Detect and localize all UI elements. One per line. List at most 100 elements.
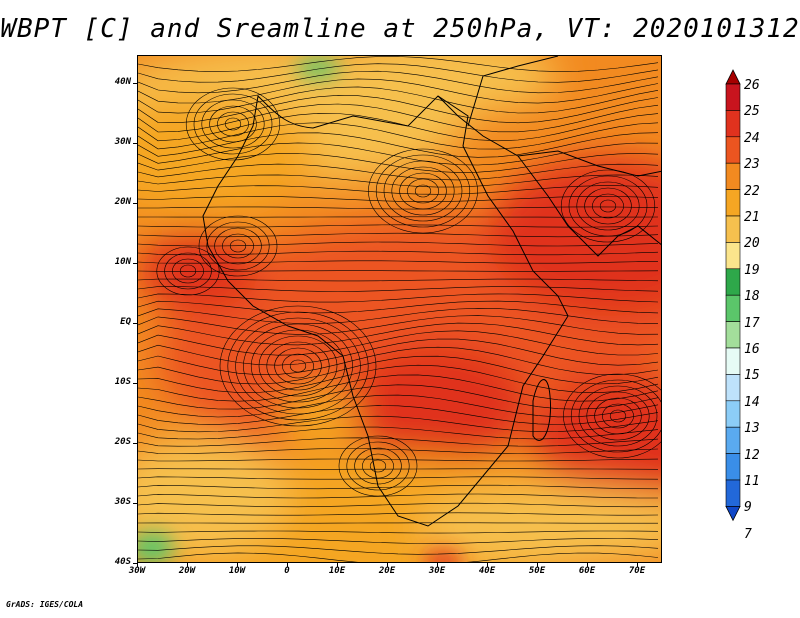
lat-tick xyxy=(133,563,137,564)
colorbar-label: 9 xyxy=(744,500,752,516)
streamlines xyxy=(138,56,661,562)
lon-tick xyxy=(487,563,488,567)
streamline-vortex xyxy=(282,353,314,379)
lat-tick xyxy=(133,263,137,264)
streamline-vortex xyxy=(274,347,322,385)
streamline xyxy=(138,224,659,228)
streamline xyxy=(138,468,659,470)
lon-label: 10E xyxy=(328,566,346,576)
lon-tick xyxy=(437,563,438,567)
lon-label: 40E xyxy=(478,566,496,576)
streamline xyxy=(138,112,659,142)
chart-title: WBPT [C] and Sreamline at 250hPa, VT: 20… xyxy=(0,14,800,44)
streamline-vortex xyxy=(578,385,658,447)
colorbar-swatch xyxy=(725,400,741,428)
lon-label: 30W xyxy=(128,566,146,576)
streamline xyxy=(138,448,659,454)
streamline-vortex xyxy=(209,105,257,143)
lon-label: 20E xyxy=(378,566,396,576)
lon-label: 60E xyxy=(578,566,596,576)
colorbar-label: 24 xyxy=(744,130,760,146)
streamline-vortex xyxy=(391,166,455,216)
streamline-vortex xyxy=(584,187,632,225)
streamline-vortex xyxy=(266,341,330,391)
streamline-vortex xyxy=(368,148,478,234)
lon-tick xyxy=(237,563,238,567)
streamline xyxy=(138,374,659,402)
streamline xyxy=(138,512,659,516)
streamline xyxy=(138,502,659,508)
streamline xyxy=(138,538,659,544)
lat-tick xyxy=(133,323,137,324)
colorbar-label: 13 xyxy=(744,421,760,437)
streamline xyxy=(138,122,659,150)
streamline-vortex xyxy=(227,311,369,421)
streamline-vortex xyxy=(570,379,661,453)
streamline xyxy=(138,94,659,124)
lon-tick xyxy=(337,563,338,567)
lon-tick xyxy=(287,563,288,567)
streamline xyxy=(138,307,659,324)
streamline-vortex xyxy=(222,233,254,259)
streamline xyxy=(138,278,659,282)
streamline xyxy=(138,103,659,133)
streamline xyxy=(138,174,659,188)
streamline xyxy=(138,552,659,562)
colorbar-label: 16 xyxy=(744,342,760,357)
colorbar-bottom-arrow xyxy=(725,505,741,522)
streamline-vortex xyxy=(289,359,307,373)
streamline-vortex xyxy=(156,246,220,296)
colorbar-label: 23 xyxy=(744,157,760,173)
streamline-vortex xyxy=(414,184,432,198)
lon-label: 10W xyxy=(228,566,246,576)
colorbar-label: 12 xyxy=(744,447,760,463)
lat-tick xyxy=(133,503,137,504)
lat-label: 10S xyxy=(114,377,131,387)
streamline xyxy=(138,405,659,425)
streamline xyxy=(138,196,659,202)
streamline-vortex xyxy=(399,172,447,210)
streamline xyxy=(138,293,659,303)
streamline-vortex xyxy=(243,323,353,409)
lat-label: 40N xyxy=(114,77,131,87)
colorbar-swatch xyxy=(725,321,741,349)
lat-label: 20N xyxy=(114,197,131,207)
colorbar-label: 19 xyxy=(744,262,760,278)
streamline xyxy=(138,338,659,366)
lon-tick xyxy=(537,563,538,567)
lat-label: 40S xyxy=(114,557,131,567)
lon-label: 20W xyxy=(178,566,196,576)
colorbar-swatch xyxy=(725,479,741,507)
streamline-vortex xyxy=(594,397,642,435)
colorbar-swatch xyxy=(725,294,741,322)
streamline-vortex xyxy=(250,329,346,403)
streamline xyxy=(138,63,659,83)
streamline xyxy=(138,384,659,410)
streamline-vortex xyxy=(576,181,640,231)
streamline-vortex xyxy=(224,117,242,131)
colorbar-label: 22 xyxy=(744,183,760,199)
streamline xyxy=(138,260,659,264)
streamline-vortex xyxy=(602,403,634,429)
grads-credit: GrADS: IGES/COLA xyxy=(6,600,84,609)
lon-tick xyxy=(187,563,188,567)
streamline xyxy=(138,437,659,447)
colorbar-label: 14 xyxy=(744,394,760,410)
streamline-vortex xyxy=(369,459,387,473)
wbpt-streamline-map xyxy=(138,56,661,562)
streamline-vortex xyxy=(219,305,377,427)
streamline-vortex xyxy=(198,215,278,277)
lon-label: 0 xyxy=(284,566,290,576)
streamline xyxy=(138,346,659,376)
streamline xyxy=(138,530,659,534)
streamline-vortex xyxy=(586,391,650,441)
colorbar-label: 11 xyxy=(744,474,760,489)
streamline-vortex xyxy=(258,335,338,397)
colorbar-label: 20 xyxy=(744,236,760,252)
streamline xyxy=(138,315,659,335)
lon-label: 30E xyxy=(428,566,446,576)
lat-label: 10N xyxy=(114,257,131,267)
streamline xyxy=(138,270,659,272)
streamline xyxy=(138,458,659,462)
streamline xyxy=(138,415,659,433)
